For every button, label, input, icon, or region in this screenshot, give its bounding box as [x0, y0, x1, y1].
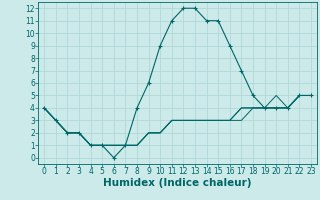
X-axis label: Humidex (Indice chaleur): Humidex (Indice chaleur) — [103, 178, 252, 188]
